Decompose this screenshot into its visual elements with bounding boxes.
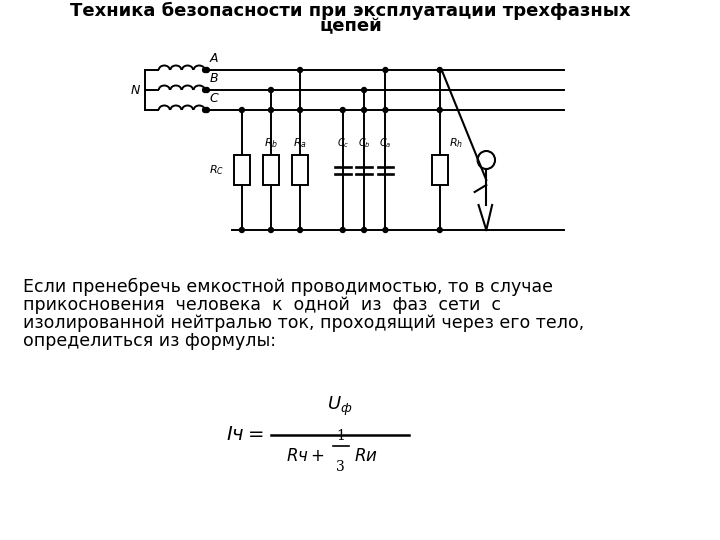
Text: $R\mathit{и}$: $R\mathit{и}$ <box>354 448 378 465</box>
Bar <box>292 155 308 185</box>
Circle shape <box>297 227 302 233</box>
Circle shape <box>361 107 366 112</box>
Text: C: C <box>210 92 219 105</box>
Text: $R_C$: $R_C$ <box>210 163 225 177</box>
Text: N: N <box>130 84 140 97</box>
Text: 1: 1 <box>336 429 346 443</box>
Text: $R_h$: $R_h$ <box>449 136 464 150</box>
Circle shape <box>383 227 388 233</box>
Bar <box>432 155 448 185</box>
Circle shape <box>269 107 274 112</box>
Text: $C_b$: $C_b$ <box>358 136 371 150</box>
Circle shape <box>361 87 366 92</box>
Text: $R\mathit{ч}+$: $R\mathit{ч}+$ <box>286 448 324 465</box>
Bar <box>264 155 279 185</box>
Text: цепей: цепей <box>319 17 382 35</box>
Text: $R_b$: $R_b$ <box>264 136 278 150</box>
Text: 3: 3 <box>336 460 345 474</box>
Circle shape <box>202 87 207 92</box>
Circle shape <box>202 68 207 72</box>
Text: $R_a$: $R_a$ <box>293 136 307 150</box>
Circle shape <box>437 227 442 233</box>
Circle shape <box>204 107 210 112</box>
Text: изолированной нейтралью ток, проходящий через его тело,: изолированной нейтралью ток, проходящий … <box>22 314 584 332</box>
Text: B: B <box>210 72 218 85</box>
Circle shape <box>204 68 210 72</box>
Circle shape <box>341 107 345 112</box>
Text: $U_{\mathit{ф}}$: $U_{\mathit{ф}}$ <box>327 395 353 418</box>
Text: определиться из формулы:: определиться из формулы: <box>22 332 276 350</box>
Circle shape <box>269 227 274 233</box>
Circle shape <box>297 107 302 112</box>
Circle shape <box>269 87 274 92</box>
Circle shape <box>383 107 388 112</box>
Text: прикосновения  человека  к  одной  из  фаз  сети  с: прикосновения человека к одной из фаз се… <box>22 296 500 314</box>
Circle shape <box>383 68 388 72</box>
Circle shape <box>437 107 442 112</box>
Circle shape <box>437 68 442 72</box>
Text: $C_c$: $C_c$ <box>336 136 349 150</box>
Text: $I\mathit{ч} =$: $I\mathit{ч} =$ <box>226 426 264 444</box>
Circle shape <box>202 107 207 112</box>
Circle shape <box>297 68 302 72</box>
Circle shape <box>361 227 366 233</box>
Text: Если пренебречь емкостной проводимостью, то в случае: Если пренебречь емкостной проводимостью,… <box>22 278 553 296</box>
Circle shape <box>240 107 244 112</box>
Text: $C_a$: $C_a$ <box>379 136 392 150</box>
Circle shape <box>204 87 210 92</box>
Text: A: A <box>210 52 218 65</box>
Circle shape <box>341 227 345 233</box>
Circle shape <box>240 227 244 233</box>
Bar <box>234 155 250 185</box>
Text: Техника безопасности при эксплуатации трехфазных: Техника безопасности при эксплуатации тр… <box>70 2 631 20</box>
